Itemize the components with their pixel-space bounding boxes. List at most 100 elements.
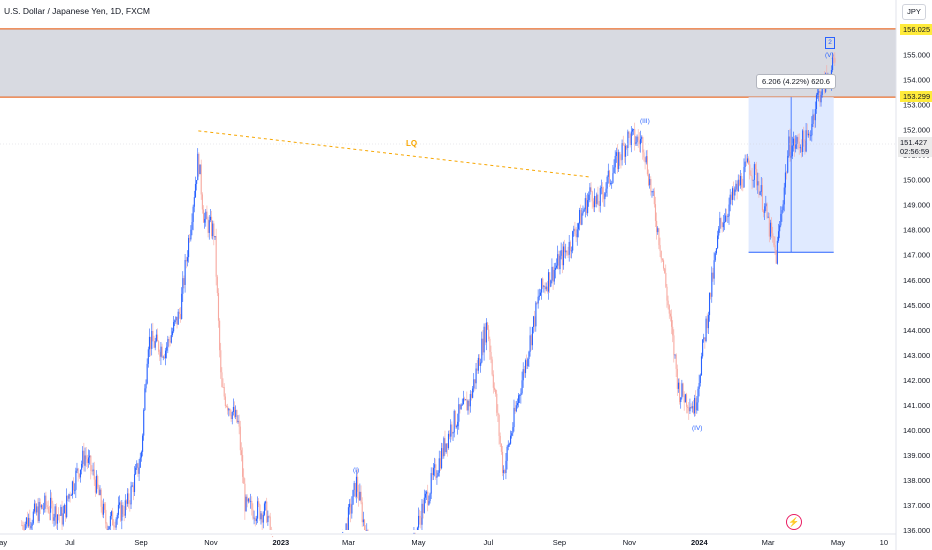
candle-body [453,410,455,433]
x-tick-label: 10 [880,538,888,547]
candle-body [557,254,559,266]
candle-body [536,302,538,304]
y-tick-label: 153.000 [903,101,930,110]
candle-body [169,340,171,343]
candle-body [815,94,818,110]
candle-body [714,253,716,261]
candle-body [804,140,806,152]
candle-body [820,94,822,103]
candle-body [607,170,609,177]
candle-body [539,292,542,296]
candle-body [584,198,586,210]
candle-body [515,405,517,412]
wave-label-iv: (IV) [692,425,703,432]
candle-body [736,183,738,192]
candle-body [731,188,734,200]
x-tick-label: Sep [553,538,566,547]
candle-body [101,506,103,515]
candle-body [124,500,126,516]
candle-body [561,250,563,266]
candle-body [228,408,230,411]
candle-body [810,135,812,137]
candle-body [598,204,600,206]
candle-body [608,170,611,184]
candle-body [419,515,421,518]
candle-body [452,432,454,434]
candle-body [660,250,662,259]
candle-body [672,326,674,336]
y-tick-label: 137.000 [903,501,930,510]
candle-body [139,457,141,468]
candle-body [179,313,182,319]
candle-body [191,221,193,230]
candle-body [631,129,634,132]
candle-body [569,241,571,252]
candle-body [104,503,106,510]
candle-body [636,136,638,143]
candle-body [787,155,789,173]
candle-body [733,188,735,196]
candle-body [351,504,353,514]
candle-body [162,356,164,358]
candle-body [583,209,585,212]
candle-body [117,504,119,515]
candle-body [805,130,807,152]
candle-body [596,194,598,204]
candle-body [698,383,700,389]
candle-body [357,476,359,492]
candle-body [266,501,268,523]
candle-body [156,334,159,342]
candle-body [737,179,739,192]
candle-body [684,394,686,403]
candle-body [577,223,579,230]
candle-body [786,172,788,174]
wave-count-box: 2 [825,37,835,49]
candle-body [473,379,475,389]
candle-body [668,305,670,314]
candle-body [244,483,246,512]
candle-body [702,339,704,357]
candle-body [148,336,151,350]
candle-body [687,406,689,409]
candle-body [796,137,798,144]
candle-body [358,491,360,501]
candle-body [811,123,813,136]
candle-body [132,485,134,493]
candle-body [518,395,520,404]
currency-button[interactable]: JPY [902,4,926,20]
candle-body [629,134,631,145]
candle-body [464,398,466,400]
candle-body [350,503,352,514]
candle-body [66,495,68,518]
candle-body [239,426,241,451]
candle-body [695,398,697,411]
candle-body [752,179,754,181]
candle-body [741,176,743,188]
candle-body [68,494,70,499]
candle-body [216,276,218,294]
candle-body [676,368,678,389]
candle-body [443,438,445,457]
candle-body [236,410,238,422]
candle-body [694,398,696,414]
candle-body [753,164,755,180]
candle-body [809,133,811,136]
candle-body [159,351,161,357]
time-axis[interactable]: May Jul Sep Nov 2023 Mar May Jul Sep Nov 2024 Mar Ma… [0,538,888,547]
candle-body [705,318,707,342]
candle-body [754,164,757,170]
candle-body [791,145,793,157]
zone-top-tag: 156.025 [900,24,932,35]
y-tick-label: 144.000 [903,326,930,335]
price-axis[interactable]: 155.000154.000153.000152.000151.000150.0… [903,51,930,535]
candle-body [434,464,436,468]
candle-body [783,187,785,205]
tradingview-bolt-icon[interactable]: ⚡ [786,514,802,530]
candle-body [193,197,195,207]
candle-body [29,517,31,529]
candle-body [121,505,123,521]
candle-body [428,501,430,505]
candle-body [437,472,439,477]
candle-body [552,266,554,282]
